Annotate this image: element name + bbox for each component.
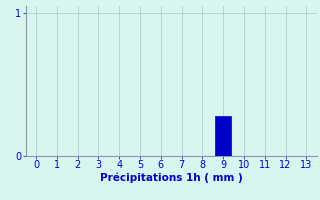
Bar — [215, 116, 231, 156]
X-axis label: Précipitations 1h ( mm ): Précipitations 1h ( mm ) — [100, 173, 243, 183]
